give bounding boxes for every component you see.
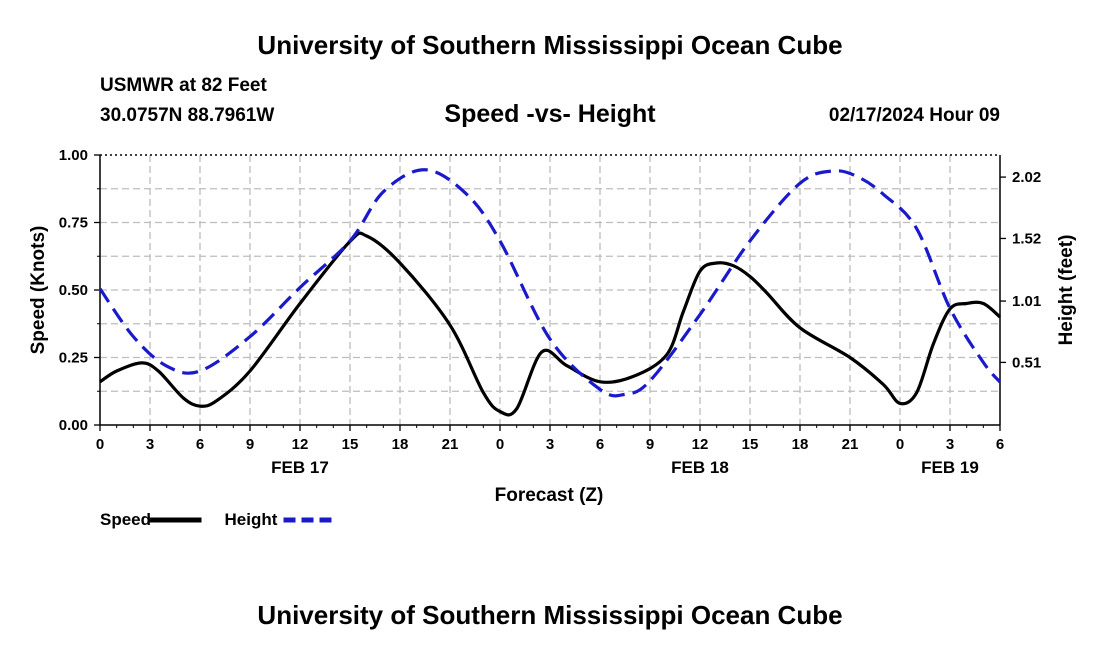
chart-title: Speed -vs- Height [444, 100, 656, 128]
y-left-tick-label: 1.00 [59, 147, 88, 164]
y-left-axis-label: Speed (Knots) [28, 226, 49, 355]
x-tick-label: 6 [996, 436, 1004, 453]
x-tick-label: 21 [442, 436, 459, 453]
y-left-tick-label: 0.50 [59, 282, 88, 299]
x-tick-label: 21 [842, 436, 859, 453]
y-right-tick-label: 1.52 [1012, 230, 1041, 247]
x-tick-label: 0 [896, 436, 904, 453]
series-line-height [98, 168, 1002, 398]
x-tick-label: 6 [596, 436, 604, 453]
series-line-speed [99, 231, 1002, 417]
top-title: University of Southern Mississippi Ocean… [257, 30, 843, 60]
x-tick-label: 3 [146, 436, 154, 453]
legend-label-height: Height [225, 510, 278, 529]
x-tick-label: 9 [246, 436, 254, 453]
x-tick-label: 15 [742, 436, 759, 453]
legend-label-speed: Speed [100, 510, 151, 529]
y-right-tick-label: 0.51 [1012, 354, 1041, 371]
y-left-tick-label: 0.00 [59, 417, 88, 434]
x-tick-label: 18 [792, 436, 809, 453]
date-label: FEB 18 [671, 458, 729, 477]
x-tick-label: 15 [342, 436, 359, 453]
x-tick-label: 12 [692, 436, 709, 453]
x-axis-label: Forecast (Z) [495, 485, 604, 506]
x-tick-label: 9 [646, 436, 654, 453]
date-label: FEB 19 [921, 458, 979, 477]
x-tick-label: 6 [196, 436, 204, 453]
bottom-title: University of Southern Mississippi Ocean… [257, 600, 843, 630]
y-right-tick-label: 2.02 [1012, 169, 1041, 186]
x-tick-label: 0 [496, 436, 504, 453]
coordinates-label: 30.0757N 88.7961W [100, 105, 275, 126]
x-tick-label: 3 [946, 436, 954, 453]
x-tick-label: 18 [392, 436, 409, 453]
x-tick-label: 0 [96, 436, 104, 453]
x-tick-label: 3 [546, 436, 554, 453]
y-right-tick-label: 1.01 [1012, 293, 1041, 310]
y-left-tick-label: 0.75 [59, 215, 88, 232]
date-label: FEB 17 [271, 458, 329, 477]
station-label: USMWR at 82 Feet [100, 75, 267, 96]
y-left-tick-label: 0.25 [59, 350, 88, 367]
x-tick-label: 12 [292, 436, 309, 453]
forecast-datetime: 02/17/2024 Hour 09 [828, 105, 1000, 126]
y-right-axis-label: Height (feet) [1056, 235, 1077, 346]
